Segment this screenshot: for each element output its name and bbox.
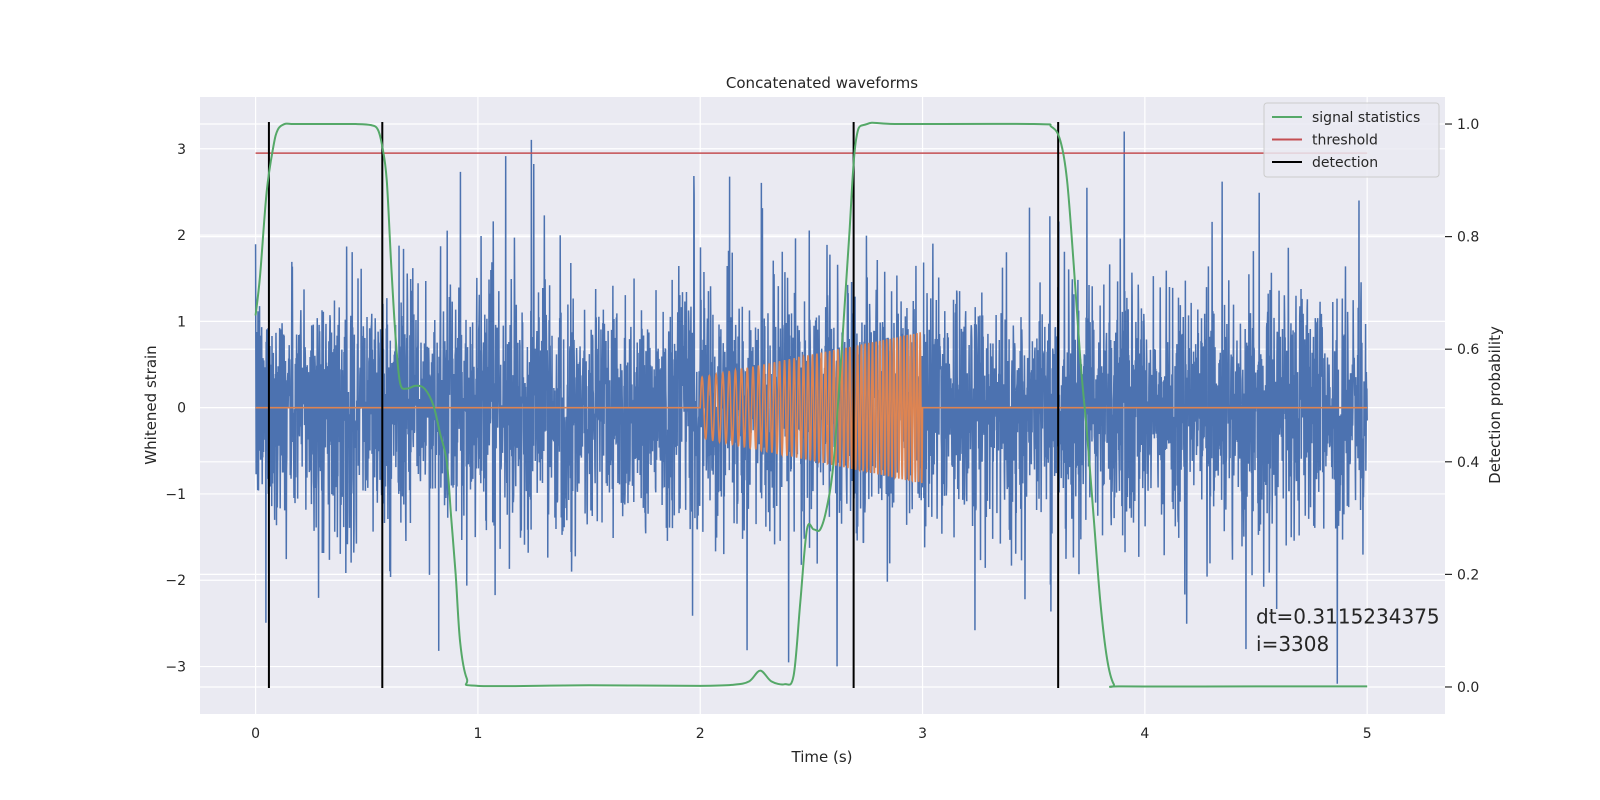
y-tick-label: 3 <box>177 142 186 158</box>
x-tick-label: 3 <box>918 726 927 742</box>
legend-label: signal statistics <box>1312 110 1420 126</box>
x-tick-label: 2 <box>696 726 705 742</box>
y-tick-label: 1 <box>177 314 186 330</box>
x-axis-label: Time (s) <box>791 748 853 766</box>
y-axis-label-right: Detection probability <box>1486 326 1504 484</box>
annotations: dt=0.3115234375 i=3308 <box>1256 604 1440 656</box>
y-tick-label: −3 <box>165 660 186 676</box>
y-tick-label: 2 <box>177 228 186 244</box>
annotation-text: i=3308 <box>1256 632 1329 656</box>
y-tick-label-right: 0.8 <box>1457 230 1479 246</box>
y-axis-label: Whitened strain <box>142 345 160 464</box>
legend-label: detection <box>1312 155 1378 171</box>
legend: signal statistics threshold detection <box>1263 102 1440 178</box>
y-tick-label: 0 <box>177 401 186 417</box>
x-tick-label: 0 <box>251 726 260 742</box>
x-tick-label: 4 <box>1140 726 1149 742</box>
series-noise-line <box>254 131 1368 684</box>
y-tick-label-right: 0.6 <box>1457 342 1479 358</box>
y-tick-label-right: 0.4 <box>1457 455 1479 471</box>
annotation-text: dt=0.3115234375 <box>1256 604 1440 628</box>
chart-title: Concatenated waveforms <box>726 74 918 92</box>
y-tick-label-right: 1.0 <box>1457 117 1479 133</box>
ticks: 0 1 2 3 4 5 −3 −2 −1 0 1 2 3 0.0 0.2 0.4 0.6 0.8 1.0 <box>165 117 1479 742</box>
data-layer <box>254 121 1368 688</box>
y-tick-label-right: 0.2 <box>1457 567 1479 583</box>
y-tick-label: −2 <box>165 573 186 589</box>
y-tick-label-right: 0.0 <box>1457 680 1479 696</box>
y-tick-label: −1 <box>165 487 186 503</box>
series-chirp-line <box>255 332 1368 484</box>
x-tick-label: 5 <box>1363 726 1372 742</box>
series-signal-statistics-line <box>254 121 1368 688</box>
legend-label: threshold <box>1312 133 1378 149</box>
legend-box <box>1263 102 1440 178</box>
x-tick-label: 1 <box>473 726 482 742</box>
